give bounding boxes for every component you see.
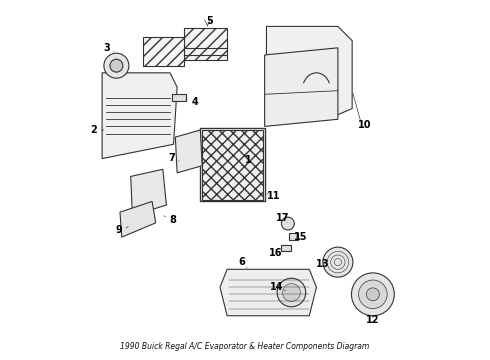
Ellipse shape xyxy=(281,217,294,230)
Ellipse shape xyxy=(351,273,394,316)
FancyBboxPatch shape xyxy=(143,37,184,66)
Bar xyxy=(281,245,292,251)
Text: 7: 7 xyxy=(169,153,175,163)
Polygon shape xyxy=(267,26,352,119)
Ellipse shape xyxy=(359,280,387,309)
FancyBboxPatch shape xyxy=(202,130,263,200)
Text: 17: 17 xyxy=(276,213,289,223)
Text: 14: 14 xyxy=(270,282,284,292)
Ellipse shape xyxy=(104,53,129,78)
Text: 9: 9 xyxy=(116,225,122,235)
Bar xyxy=(172,94,186,102)
Text: 1: 1 xyxy=(245,156,252,165)
FancyBboxPatch shape xyxy=(184,28,227,60)
Polygon shape xyxy=(175,130,202,173)
Ellipse shape xyxy=(277,278,306,307)
Text: 13: 13 xyxy=(316,259,330,269)
Text: 4: 4 xyxy=(192,97,198,107)
Polygon shape xyxy=(265,48,338,126)
Polygon shape xyxy=(220,269,317,316)
Text: 8: 8 xyxy=(170,215,176,225)
Text: 6: 6 xyxy=(238,257,245,267)
Text: 5: 5 xyxy=(206,16,213,26)
Bar xyxy=(200,128,265,202)
Text: 1990 Buick Regal A/C Evaporator & Heater Components Diagram: 1990 Buick Regal A/C Evaporator & Heater… xyxy=(121,342,369,351)
Text: 16: 16 xyxy=(269,248,282,258)
Text: 12: 12 xyxy=(366,315,380,325)
Ellipse shape xyxy=(110,59,123,72)
Text: 3: 3 xyxy=(103,43,110,53)
Polygon shape xyxy=(102,73,177,158)
Ellipse shape xyxy=(283,284,300,301)
Text: 2: 2 xyxy=(90,125,97,135)
Text: 10: 10 xyxy=(358,120,371,130)
Text: 15: 15 xyxy=(294,232,308,242)
Ellipse shape xyxy=(323,247,353,277)
Text: 11: 11 xyxy=(267,191,280,201)
Bar xyxy=(289,233,298,240)
Ellipse shape xyxy=(367,288,379,301)
Polygon shape xyxy=(120,202,156,237)
Polygon shape xyxy=(131,169,167,216)
Ellipse shape xyxy=(290,53,329,93)
